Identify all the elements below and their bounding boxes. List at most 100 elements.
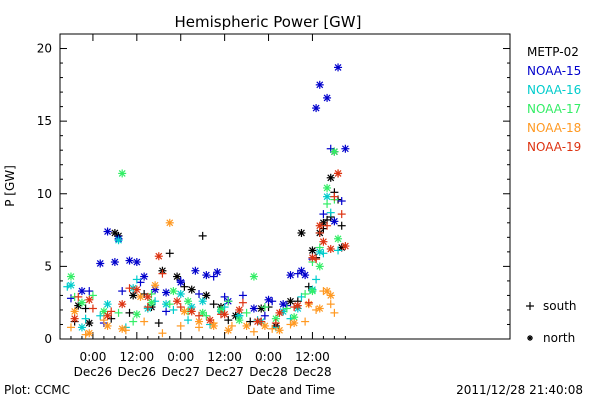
data-point-north (125, 256, 134, 265)
marker-stroke (309, 287, 316, 295)
data-point-north (140, 272, 149, 281)
data-point-north (110, 258, 119, 267)
marker-stroke (323, 193, 331, 201)
data-point-north (334, 169, 343, 178)
data-point-north (323, 93, 332, 102)
marker-stroke (261, 322, 269, 330)
data-point-south (129, 317, 138, 326)
data-point-south (66, 323, 75, 332)
data-point-north (191, 266, 200, 275)
marker-stroke (100, 307, 108, 315)
data-point-north (315, 221, 324, 230)
marker-stroke (272, 315, 280, 323)
data-point-north (293, 301, 302, 310)
x-tick-label-time: 12:00 (207, 350, 242, 364)
marker-stroke (276, 326, 283, 334)
data-point-north (85, 295, 94, 304)
marker-stroke (327, 174, 335, 182)
data-point-north (103, 311, 112, 320)
data-point-south (337, 210, 346, 219)
data-point-north (341, 144, 350, 153)
y-tick-label: 15 (37, 114, 52, 128)
data-point-south (282, 304, 291, 313)
x-tick-label-date: Dec27 (161, 365, 200, 379)
data-point-south (260, 303, 269, 312)
data-point-north (136, 292, 145, 301)
data-point-south (220, 292, 229, 301)
marker-stroke (184, 297, 192, 305)
data-point-south (114, 308, 123, 317)
marker-stroke (202, 292, 210, 299)
data-point-north (326, 173, 335, 182)
legend-item: NOAA-15 (527, 64, 581, 78)
marker-stroke (78, 323, 86, 331)
data-point-south (315, 243, 324, 252)
data-point-north (235, 305, 244, 314)
y-tick-label: 10 (37, 187, 52, 201)
data-point-north (308, 246, 317, 255)
data-point-north (301, 271, 310, 280)
data-point-north (85, 319, 94, 328)
y-axis-label: P [GW] (3, 165, 17, 207)
marker-stroke (213, 268, 221, 276)
data-point-south (337, 221, 346, 230)
data-point-south (238, 291, 247, 300)
data-point-north (151, 281, 160, 290)
data-point-north (257, 304, 266, 313)
marker-stroke (210, 322, 218, 330)
marker-stroke (298, 267, 305, 275)
data-point-south (312, 275, 321, 284)
series-noaa-17 (66, 147, 343, 326)
marker-stroke (221, 310, 229, 318)
data-point-south (99, 316, 108, 325)
data-point-north (319, 237, 328, 246)
data-point-south (107, 307, 116, 316)
data-point-north (312, 104, 321, 113)
y-axis: 0 5 10 15 20 (37, 42, 510, 346)
marker-stroke (243, 322, 251, 330)
series-metp-02 (70, 147, 346, 330)
marker-stroke (206, 316, 214, 324)
data-point-south (319, 210, 328, 219)
marker-stroke (341, 242, 349, 250)
data-point-north (154, 252, 163, 261)
data-point-north (220, 310, 229, 319)
data-point-north (323, 192, 332, 201)
legend-item: NOAA-17 (527, 102, 581, 116)
marker-stroke (254, 318, 261, 325)
data-point-south (169, 305, 178, 314)
data-point-north (77, 323, 86, 332)
marker-stroke (151, 281, 159, 289)
data-point-north (253, 317, 262, 326)
data-point-north (118, 324, 127, 333)
marker-stroke (104, 322, 111, 330)
marker-stroke (169, 287, 177, 295)
marker-stroke (290, 319, 298, 327)
data-point-south (125, 284, 134, 293)
data-point-south (224, 316, 233, 325)
marker-stroke (144, 293, 152, 301)
legend: METP-02 NOAA-15 NOAA-16 NOAA-17 NOAA-18 NOAA-… (526, 45, 581, 345)
marker-stroke (118, 300, 126, 308)
data-point-north (308, 253, 317, 262)
data-point-north (70, 307, 79, 316)
data-point-south (304, 298, 313, 307)
marker-stroke (118, 170, 126, 177)
x-tick-label-time: 0:00 (255, 350, 282, 364)
data-point-north (315, 80, 324, 89)
marker-stroke (224, 326, 232, 334)
marker-stroke (294, 302, 302, 310)
data-point-south (242, 308, 251, 317)
data-point-south (162, 307, 171, 316)
marker-stroke (287, 271, 294, 279)
data-point-north (198, 297, 207, 306)
marker-stroke (290, 313, 298, 321)
data-point-north (334, 234, 343, 243)
marker-stroke (265, 296, 272, 304)
marker-stroke (115, 236, 122, 244)
data-point-north (114, 236, 123, 245)
marker-stroke (148, 299, 155, 307)
data-point-south (118, 287, 127, 296)
data-point-south (96, 311, 105, 320)
